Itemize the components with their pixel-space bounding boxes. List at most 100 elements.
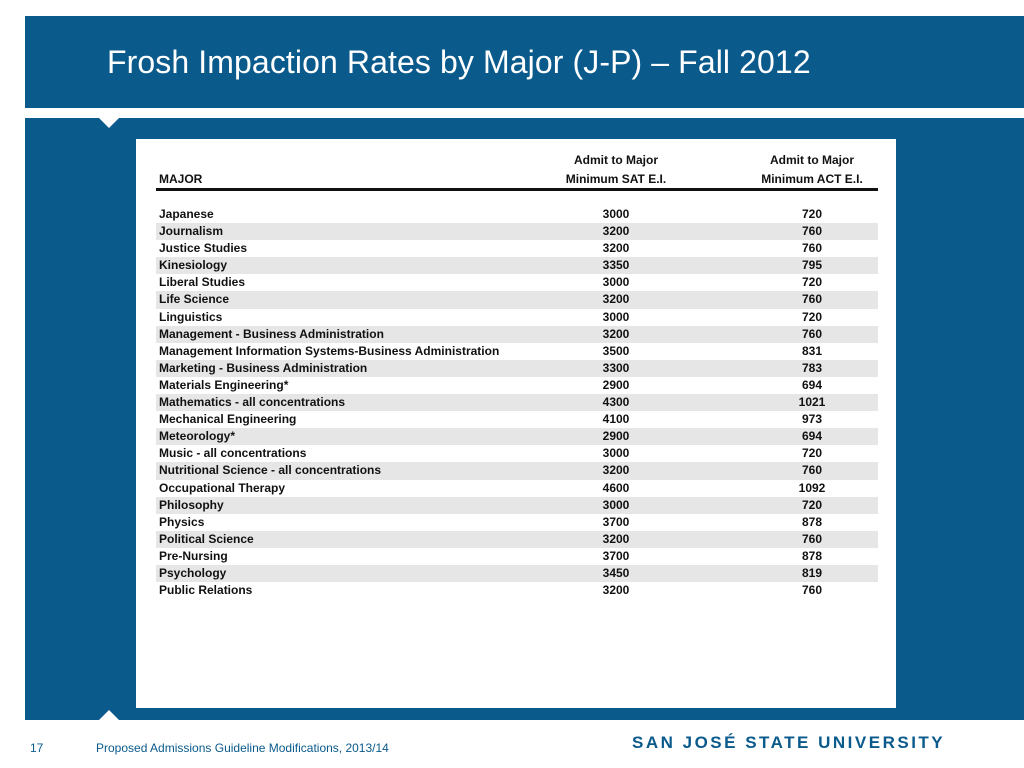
sat-cell: 3200 <box>602 531 630 546</box>
act-cell: 878 <box>801 514 823 529</box>
table-row: Mathematics - all concentrations 4300 1021 <box>156 394 878 412</box>
sat-cell: 3000 <box>602 207 630 221</box>
act-cell: 973 <box>801 412 823 427</box>
major-cell: Mathematics - all concentrations <box>159 395 346 410</box>
sat-cell: 3000 <box>602 309 630 324</box>
sat-cell: 3200 <box>602 583 630 598</box>
table-row: Management Information Systems-Business … <box>156 343 878 360</box>
table-row: Public Relations 3200 760 <box>156 582 878 599</box>
major-cell: Life Science <box>159 292 230 307</box>
act-cell: 760 <box>801 241 823 256</box>
major-cell: Music - all concentrations <box>159 446 307 461</box>
sat-cell: 3000 <box>602 497 630 512</box>
column-header-act-line2: Minimum ACT E.I. <box>761 172 863 186</box>
table-row: Meteorology* 2900 694 <box>156 428 878 446</box>
table-row: Marketing - Business Administration 3300 7… <box>156 359 878 377</box>
header-divider <box>156 188 878 191</box>
act-cell: 760 <box>801 531 823 546</box>
act-cell: 760 <box>801 583 823 598</box>
table-row: Liberal Studies 3000 720 <box>156 274 878 291</box>
act-cell: 831 <box>801 343 823 358</box>
sat-cell: 3500 <box>602 343 630 358</box>
act-cell: 760 <box>801 326 823 341</box>
table-row: Management - Business Administration 3200… <box>156 325 878 343</box>
table-row: Linguistics 3000 720 <box>156 309 878 326</box>
column-header-sat-line2: Minimum SAT E.I. <box>565 172 667 186</box>
sat-cell: 3700 <box>602 514 630 529</box>
table-row: Political Science 3200 760 <box>156 530 878 548</box>
sat-cell: 4100 <box>602 412 630 427</box>
major-cell: Mechanical Engineering <box>159 412 297 427</box>
major-cell: Occupational Therapy <box>159 480 286 495</box>
act-cell: 720 <box>801 309 823 324</box>
table-row: Nutritional Science - all concentrations… <box>156 462 878 480</box>
table-row: Psychology 3450 819 <box>156 564 878 583</box>
major-cell: Psychology <box>159 565 227 580</box>
major-cell: Journalism <box>159 224 224 239</box>
act-cell: 720 <box>801 497 823 512</box>
slide-title: Frosh Impaction Rates by Major (J-P) – F… <box>107 44 811 80</box>
sat-cell: 3000 <box>602 275 630 290</box>
act-cell: 760 <box>801 224 823 239</box>
major-cell: Materials Engineering* <box>159 377 289 392</box>
sat-cell: 4600 <box>602 480 630 495</box>
act-cell: 694 <box>801 377 823 392</box>
major-cell: Management - Business Administration <box>159 326 384 341</box>
top-notch-decoration <box>99 118 119 128</box>
sat-cell: 3350 <box>602 258 630 273</box>
column-header-major: MAJOR <box>159 172 203 186</box>
sat-cell: 3200 <box>602 326 630 341</box>
major-cell: Pre-Nursing <box>159 548 228 563</box>
major-cell: Liberal Studies <box>159 275 246 290</box>
act-cell: 878 <box>801 548 823 563</box>
major-cell: Japanese <box>159 207 214 221</box>
table-row: Life Science 3200 760 <box>156 291 878 309</box>
sat-cell: 3000 <box>602 446 630 461</box>
university-logo: SAN JOSÉ STATE UNIVERSITY <box>632 733 946 752</box>
table-row: Occupational Therapy 4600 1092 <box>156 480 878 497</box>
column-header-act-line1: Admit to Major <box>770 153 854 167</box>
major-cell: Nutritional Science - all concentrations <box>159 463 382 478</box>
sat-cell: 3200 <box>602 292 630 307</box>
table-row: Mechanical Engineering 4100 973 <box>156 411 878 428</box>
title-band <box>25 16 1024 108</box>
major-cell: Justice Studies <box>159 241 248 256</box>
major-cell: Physics <box>159 514 205 529</box>
major-cell: Meteorology* <box>159 429 236 444</box>
major-cell: Public Relations <box>159 583 253 598</box>
major-cell: Linguistics <box>159 309 223 324</box>
act-cell: 720 <box>801 275 823 290</box>
table-row: Journalism 3200 760 <box>156 223 878 241</box>
act-cell: 819 <box>801 565 823 580</box>
act-cell: 795 <box>801 258 823 273</box>
act-cell: 720 <box>801 207 823 221</box>
impaction-table: MAJOR Admit to Major Minimum SAT E.I. Ad… <box>136 139 896 708</box>
table-row: Kinesiology 3350 795 <box>156 257 878 275</box>
major-cell: Management Information Systems-Business … <box>159 343 500 358</box>
sat-cell: 3450 <box>602 565 630 580</box>
act-cell: 760 <box>801 292 823 307</box>
act-cell: 760 <box>801 463 823 478</box>
table-body: Japanese 3000 720 Journalism 3200 760 Justice … <box>156 206 878 599</box>
sat-cell: 3300 <box>602 360 630 375</box>
page-number: 17 <box>30 741 44 755</box>
act-cell: 1092 <box>798 480 826 495</box>
sat-cell: 3700 <box>602 548 630 563</box>
table-row: Physics 3700 878 <box>156 514 878 531</box>
table-row: Music - all concentrations 3000 720 <box>156 445 878 462</box>
major-cell: Marketing - Business Administration <box>159 360 368 375</box>
major-cell: Kinesiology <box>159 258 228 273</box>
act-cell: 1021 <box>798 395 826 410</box>
table-row: Justice Studies 3200 760 <box>156 240 878 257</box>
bottom-notch-decoration <box>99 710 119 720</box>
act-cell: 694 <box>801 429 823 444</box>
sat-cell: 3200 <box>602 463 630 478</box>
table-row: Pre-Nursing 3700 878 <box>156 548 878 565</box>
table-row: Materials Engineering* 2900 694 <box>156 377 878 394</box>
table-row: Philosophy 3000 720 <box>156 496 878 514</box>
sat-cell: 2900 <box>602 429 630 444</box>
sat-cell: 2900 <box>602 377 630 392</box>
act-cell: 720 <box>801 446 823 461</box>
major-cell: Philosophy <box>159 497 224 512</box>
act-cell: 783 <box>801 360 823 375</box>
